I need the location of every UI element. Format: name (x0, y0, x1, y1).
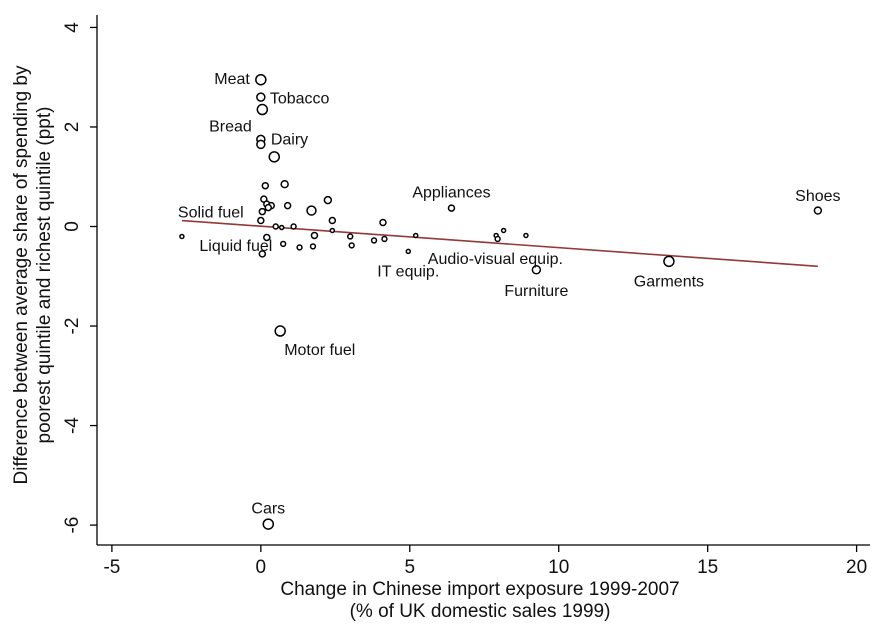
point-label: Dairy (271, 132, 308, 149)
point (258, 207, 267, 216)
point (531, 265, 542, 275)
point (379, 218, 387, 227)
point (278, 224, 285, 231)
point-label: Cars (251, 500, 285, 517)
x-axis-title: (% of UK domestic sales 1999) (350, 601, 611, 622)
point (283, 201, 292, 210)
point (258, 250, 267, 258)
point (274, 325, 286, 337)
x-tick-label: 10 (548, 557, 569, 578)
y-tick-label: -6 (62, 517, 83, 534)
y-tick-label: 0 (62, 221, 83, 232)
point (272, 223, 279, 230)
annotation: Audio-visual equip. (428, 251, 563, 268)
x-tick-label: 15 (697, 557, 718, 578)
point-label: Furniture (504, 283, 568, 300)
point (346, 233, 354, 240)
point (296, 244, 303, 251)
point-label: Solid fuel (178, 205, 244, 222)
point (279, 240, 287, 248)
point (412, 232, 419, 239)
y-tick-label: -2 (62, 318, 83, 335)
point (268, 151, 280, 163)
point (256, 139, 266, 150)
point (256, 103, 269, 116)
point (370, 237, 378, 244)
point (263, 233, 271, 242)
point-label: Tobacco (270, 90, 330, 107)
point (262, 518, 275, 530)
x-tick-label: 0 (256, 557, 267, 578)
point (447, 204, 456, 212)
point-label: IT equip. (377, 264, 439, 281)
point-label: Meat (214, 71, 250, 88)
point (310, 231, 319, 240)
point-label: Garments (634, 274, 704, 291)
point (255, 73, 267, 86)
point (500, 227, 507, 234)
x-tick-label: 20 (846, 557, 867, 578)
fit-line (181, 219, 818, 268)
point (309, 243, 317, 250)
point (179, 233, 185, 240)
point (257, 216, 265, 225)
point-label: Appliances (412, 184, 490, 201)
point (813, 206, 823, 215)
x-tick-label: -5 (103, 557, 120, 578)
point (264, 203, 273, 212)
point (290, 223, 297, 230)
point (280, 179, 289, 189)
y-axis-title: Difference between average share of spen… (11, 65, 32, 484)
point (323, 195, 333, 205)
y-tick-label: 2 (62, 122, 83, 133)
point (523, 232, 529, 239)
y-axis-title: poorest quintile and richest quintile (p… (34, 107, 55, 444)
point (494, 235, 501, 243)
point (329, 227, 336, 234)
point (663, 255, 675, 268)
point (306, 205, 317, 216)
y-tick-label: 4 (62, 22, 83, 33)
point (381, 235, 388, 243)
point (256, 92, 266, 102)
y-tick-label: -4 (62, 417, 83, 434)
x-tick-label: 5 (404, 557, 415, 578)
point (405, 248, 412, 255)
point (261, 181, 270, 190)
point-label: Liquid fuel (199, 238, 272, 255)
point-label: Motor fuel (284, 342, 355, 359)
x-axis-title: Change in Chinese import exposure 1999-2… (280, 579, 679, 600)
point-label: Bread (209, 119, 252, 136)
point-label: Shoes (795, 188, 840, 205)
point (328, 216, 337, 225)
point (348, 242, 355, 249)
